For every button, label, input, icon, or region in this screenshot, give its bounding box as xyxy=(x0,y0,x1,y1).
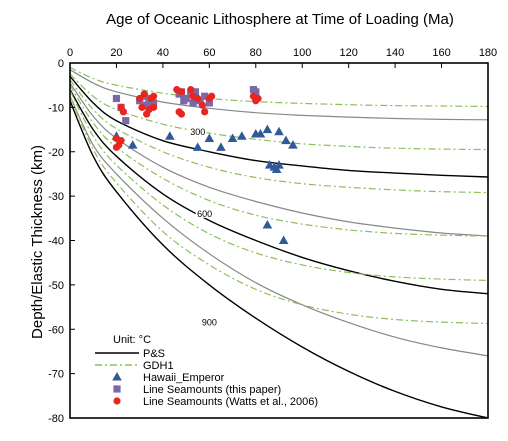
legend-item-line-seamounts-this-paper-label: Line Seamounts (this paper) xyxy=(143,384,281,396)
y-tick-label-6: -60 xyxy=(48,324,64,336)
marker-circle-4 xyxy=(112,143,121,151)
series-line-10 xyxy=(69,90,489,281)
legend-item-line-seamounts-watts-et-al-2006-label: Line Seamounts (Watts et al., 2006) xyxy=(143,396,318,408)
marker-triangle-2 xyxy=(165,131,175,140)
marker-triangle-11 xyxy=(274,126,284,136)
series-line-4 xyxy=(69,82,489,237)
marker-triangle-6 xyxy=(227,133,238,142)
marker-triangle-7 xyxy=(237,131,247,140)
series-line-2 xyxy=(69,100,489,419)
marker-triangle-1 xyxy=(127,140,138,149)
y-axis-label: Depth/Elastic Thickness (km) xyxy=(29,145,46,339)
marker-circle-22 xyxy=(201,108,209,116)
marker-circle-18 xyxy=(187,86,195,94)
marker-square-11 xyxy=(182,94,190,103)
x-tick-label-2: 40 xyxy=(157,47,169,59)
marker-square-16 xyxy=(201,92,209,100)
isotherm-label-2: 900 xyxy=(202,318,217,328)
chart-markers xyxy=(111,86,298,244)
legend-item-line-seamounts-watts-et-al-2006-swatch xyxy=(113,397,121,405)
isotherm-label-1: 600 xyxy=(197,209,212,219)
series-line-1 xyxy=(69,89,489,295)
marker-square-6 xyxy=(150,99,158,107)
marker-triangle-17 xyxy=(288,140,298,149)
marker-square-13 xyxy=(189,99,197,107)
marker-circle-12 xyxy=(150,92,158,100)
x-tick-label-3: 60 xyxy=(203,47,215,59)
x-tick-label-1: 20 xyxy=(110,47,122,59)
legend-title: Unit: °C xyxy=(113,334,151,346)
marker-circle-24 xyxy=(208,92,216,100)
series-line-6 xyxy=(69,66,489,108)
x-tick-label-9: 180 xyxy=(479,47,497,59)
series-line-7 xyxy=(69,73,489,151)
legend-item-gdh1-label: GDH1 xyxy=(143,360,174,372)
marker-circle-1 xyxy=(119,108,128,116)
marker-square-17 xyxy=(205,99,213,107)
x-tick-label-0: 0 xyxy=(67,47,73,59)
isotherm-label-bg-2 xyxy=(200,316,219,327)
marker-circle-13 xyxy=(150,103,158,111)
marker-circle-16 xyxy=(177,110,186,118)
marker-square-19 xyxy=(252,88,260,96)
marker-triangle-19 xyxy=(278,235,289,244)
legend-item-p-s-label: P&S xyxy=(143,348,165,360)
marker-circle-7 xyxy=(138,103,146,111)
marker-triangle-9 xyxy=(255,129,266,138)
y-tick-label-3: -30 xyxy=(48,191,64,203)
x-tick-label-5: 100 xyxy=(293,47,311,59)
marker-circle-27 xyxy=(254,94,262,103)
x-tick-label-6: 120 xyxy=(339,47,357,59)
marker-square-14 xyxy=(191,88,199,96)
isotherm-labels: 300 600 900 xyxy=(188,125,219,328)
plot-frame xyxy=(69,62,489,419)
marker-circle-20 xyxy=(194,94,202,103)
marker-triangle-5 xyxy=(216,142,226,151)
marker-triangle-4 xyxy=(204,133,215,142)
marker-square-0 xyxy=(112,94,121,103)
series-line-8 xyxy=(69,79,489,194)
x-tick-label-7: 140 xyxy=(386,47,404,59)
legend-item-line-seamounts-this-paper-swatch xyxy=(113,385,121,393)
marker-circle-5 xyxy=(117,137,125,145)
series-line-5 xyxy=(69,96,489,357)
marker-square-7 xyxy=(143,101,151,109)
series-line-3 xyxy=(69,69,489,121)
marker-triangle-3 xyxy=(192,142,203,151)
chart-axes: 0 20 40 60 80 100 120 140 160 180 0 -10 -20 -30 -40 -50… xyxy=(48,47,497,425)
legend-item-hawaii-emperor-swatch xyxy=(112,372,122,381)
series-line-0 xyxy=(69,75,489,178)
marker-circle-8 xyxy=(140,90,148,98)
marker-triangle-16 xyxy=(281,135,291,145)
y-tick-label-2: -20 xyxy=(48,147,64,159)
legend-item-hawaii-emperor-label: Hawaii_Emperor xyxy=(143,372,225,384)
marker-circle-6 xyxy=(136,94,144,103)
y-tick-label-7: -70 xyxy=(48,369,64,381)
x-tick-label-8: 160 xyxy=(432,47,450,59)
isotherm-label-bg-0 xyxy=(188,125,207,136)
y-tick-label-4: -40 xyxy=(48,236,64,248)
marker-square-2 xyxy=(122,117,130,125)
y-tick-label-8: -80 xyxy=(48,413,64,425)
marker-triangle-10 xyxy=(262,124,273,134)
y-tick-label-5: -50 xyxy=(48,280,64,292)
marker-triangle-15 xyxy=(274,160,284,169)
marker-triangle-14 xyxy=(271,164,282,173)
series-line-11 xyxy=(69,96,489,325)
y-tick-label-1: -10 xyxy=(48,102,64,114)
marker-triangle-18 xyxy=(262,219,273,229)
marker-circle-21 xyxy=(198,101,206,109)
isotherm-label-bg-1 xyxy=(195,207,214,218)
chart-lines xyxy=(69,66,489,419)
chart-title: Age of Oceanic Lithosphere at Time of Lo… xyxy=(106,11,454,28)
isotherm-label-0: 300 xyxy=(190,127,205,137)
y-tick-label-0: 0 xyxy=(58,58,64,70)
marker-circle-17 xyxy=(177,88,186,96)
x-tick-label-4: 80 xyxy=(250,47,262,59)
